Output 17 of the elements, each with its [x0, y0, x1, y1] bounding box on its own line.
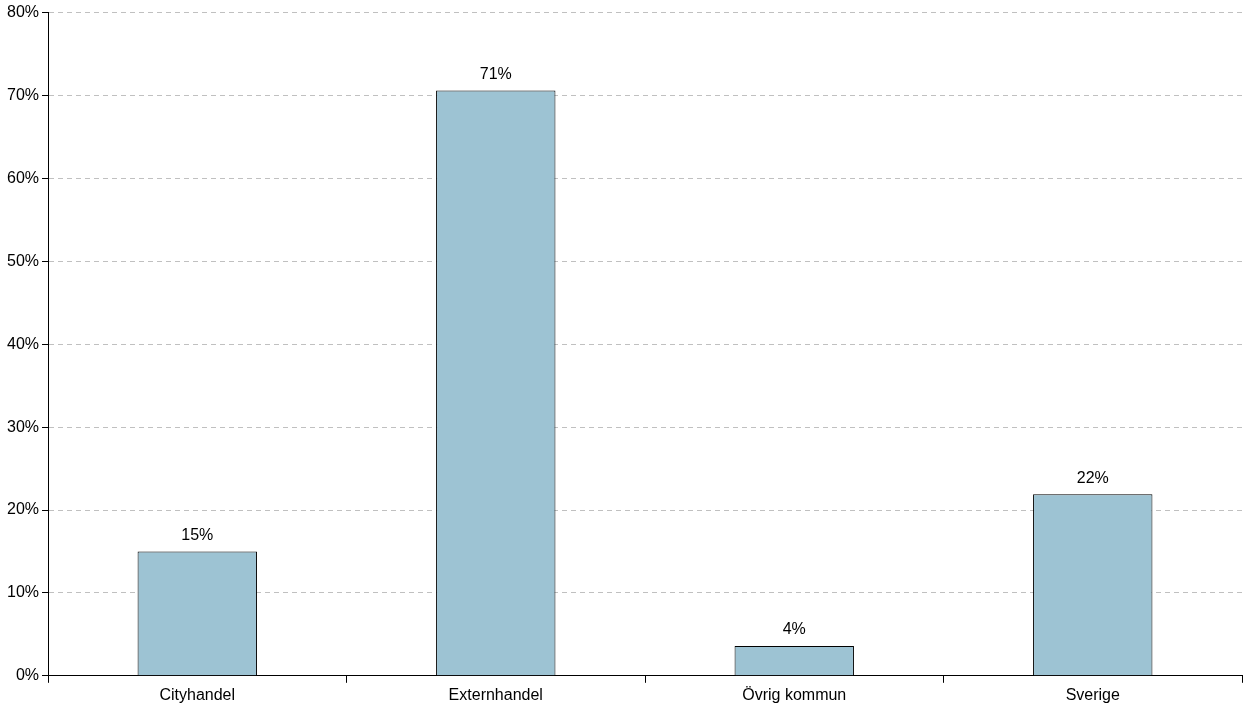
- x-tick-label: Övrig kommun: [742, 685, 847, 703]
- data-label: 71%: [479, 64, 512, 82]
- y-tick-label: 20%: [6, 500, 40, 518]
- x-tick-label: Externhandel: [448, 685, 543, 703]
- y-tick-label: 10%: [6, 583, 40, 601]
- y-tick-label: 80%: [6, 3, 40, 21]
- y-tick-label: 50%: [6, 251, 40, 269]
- data-label: 22%: [1076, 468, 1109, 486]
- y-tick-label: 0%: [15, 666, 40, 684]
- y-tick-label: 40%: [6, 334, 40, 352]
- data-label: 15%: [181, 525, 214, 543]
- x-tick-label: Sverige: [1065, 685, 1120, 703]
- y-tick-label: 30%: [6, 417, 40, 435]
- y-tick-label: 70%: [6, 85, 40, 103]
- data-label: 4%: [782, 620, 806, 638]
- y-tick-label: 60%: [6, 168, 40, 186]
- x-tick-label: Cityhandel: [159, 685, 236, 703]
